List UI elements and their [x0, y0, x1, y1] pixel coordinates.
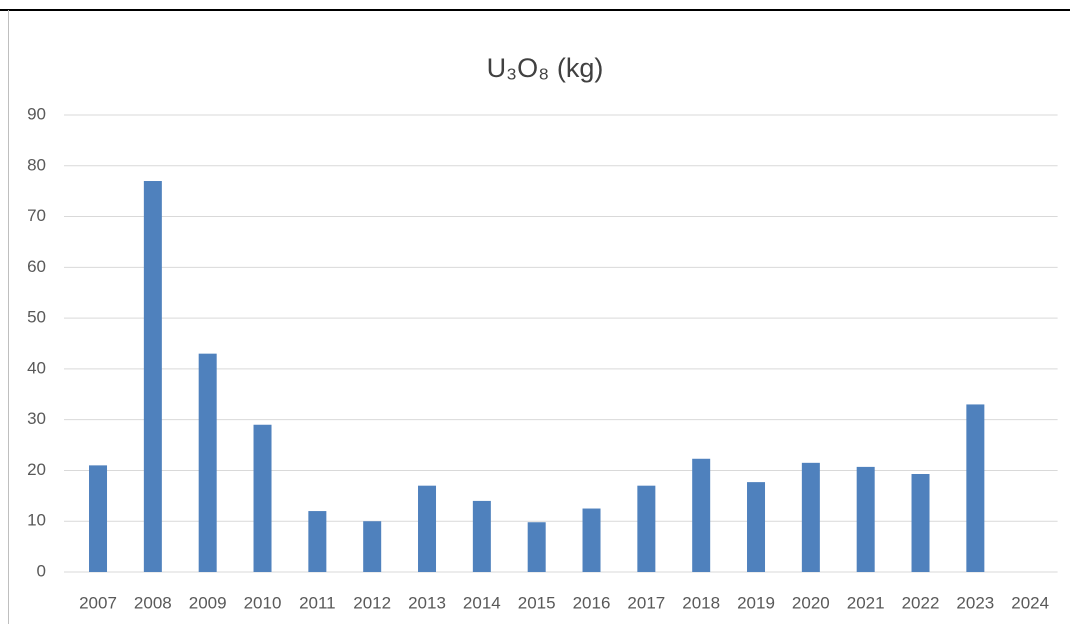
y-tick-label: 30	[27, 409, 46, 428]
x-tick-label: 2010	[244, 593, 282, 612]
bar	[253, 424, 272, 572]
x-tick-label: 2011	[299, 593, 336, 612]
bar	[856, 466, 875, 572]
y-tick-label: 40	[27, 358, 46, 377]
bar	[801, 462, 820, 572]
x-tick-label: 2018	[682, 593, 720, 612]
y-tick-label: 0	[37, 561, 46, 580]
bar	[527, 522, 546, 572]
x-tick-label: 2009	[189, 593, 227, 612]
y-tick-label: 80	[27, 155, 46, 174]
x-tick-label: 2015	[518, 593, 556, 612]
x-tick-label: 2007	[79, 593, 117, 612]
x-tick-label: 2024	[1011, 593, 1049, 612]
y-tick-label: 60	[27, 257, 46, 276]
bar	[637, 485, 656, 572]
chart-title: U₃O₈ (kg)	[487, 53, 604, 83]
bar	[911, 473, 930, 572]
x-tick-label: 2023	[956, 593, 994, 612]
bar	[143, 181, 162, 572]
bar	[418, 485, 437, 572]
bar	[308, 511, 327, 572]
x-tick-label: 2021	[847, 593, 885, 612]
y-tick-label: 10	[27, 511, 46, 530]
bar	[89, 465, 108, 572]
bar	[966, 404, 985, 572]
x-tick-label: 2019	[737, 593, 775, 612]
x-tick-label: 2016	[573, 593, 611, 612]
x-tick-label: 2022	[902, 593, 940, 612]
x-tick-label: 2013	[408, 593, 446, 612]
bar	[692, 458, 711, 572]
y-tick-label: 90	[27, 104, 46, 123]
bar	[363, 521, 382, 572]
bar	[747, 482, 766, 572]
bar	[582, 508, 601, 572]
x-tick-label: 2008	[134, 593, 172, 612]
bar	[198, 353, 217, 572]
y-tick-label: 20	[27, 460, 46, 479]
x-tick-label: 2012	[353, 593, 391, 612]
x-tick-label: 2020	[792, 593, 830, 612]
bar	[472, 500, 491, 572]
y-tick-label: 70	[27, 206, 46, 225]
x-tick-label: 2014	[463, 593, 501, 612]
y-tick-label: 50	[27, 308, 46, 327]
x-tick-label: 2017	[627, 593, 665, 612]
